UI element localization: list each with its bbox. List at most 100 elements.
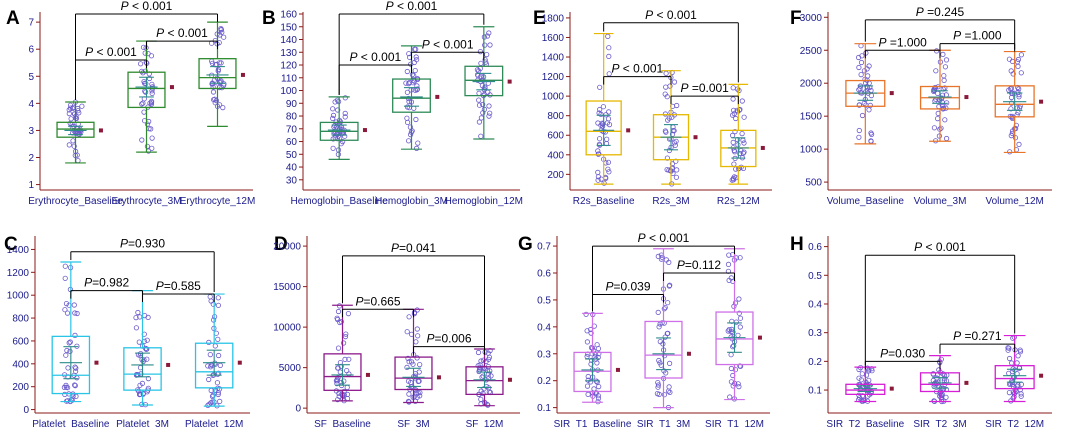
data-point <box>207 351 213 358</box>
data-point <box>214 380 220 386</box>
data-point <box>606 71 612 77</box>
data-point <box>671 140 678 146</box>
p-value-label: P=0.930 <box>120 237 165 251</box>
data-point <box>217 79 223 85</box>
data-point <box>144 337 150 343</box>
panel-D: D 0 5000 10000 15000 20000 SF_Baseline SF_3M SF_… <box>273 234 520 430</box>
data-point <box>656 357 662 364</box>
data-point <box>335 151 341 157</box>
data-point <box>595 177 601 183</box>
data-point <box>474 67 480 73</box>
data-point <box>149 135 155 141</box>
x-category-label: Erythrocyte_12M <box>180 196 256 207</box>
panel-C: C 0 200 400 600 800 1000 1200 1400 Platelet_Basel… <box>4 234 250 430</box>
data-point <box>409 72 415 78</box>
data-point <box>480 390 486 397</box>
data-point <box>858 377 864 383</box>
data-point <box>857 86 863 92</box>
mean-marker <box>964 95 969 100</box>
p-value-label: P < 0.001 <box>85 45 137 59</box>
data-point <box>1018 52 1025 58</box>
data-point <box>140 44 147 50</box>
data-point <box>405 355 411 361</box>
data-point <box>215 336 221 342</box>
data-point <box>662 91 668 97</box>
data-point <box>407 132 414 138</box>
data-point <box>656 324 662 330</box>
y-tick-label: 160 <box>280 10 297 21</box>
data-point <box>330 145 336 151</box>
p-symbol: P <box>386 0 394 13</box>
data-point <box>606 53 612 60</box>
data-point <box>672 142 678 148</box>
mean-marker <box>435 94 440 99</box>
data-point <box>487 110 493 116</box>
y-tick-label: 0.5 <box>537 295 551 306</box>
data-point <box>741 114 747 120</box>
y-tick-label: 70 <box>286 124 298 135</box>
data-point <box>736 383 742 390</box>
data-point <box>206 376 212 383</box>
box-group: Volume_3M <box>914 48 969 207</box>
mean-marker <box>362 128 367 133</box>
p-value-label: P < 0.001 <box>422 37 474 51</box>
data-point <box>605 33 611 40</box>
y-tick-label: 200 <box>547 170 564 181</box>
data-point <box>861 397 867 404</box>
y-tick-label: 1200 <box>542 72 565 83</box>
p-symbol: P <box>878 35 886 49</box>
data-point <box>666 115 672 121</box>
data-point <box>221 34 227 40</box>
data-point <box>597 106 603 113</box>
data-point <box>148 101 155 107</box>
data-point <box>941 77 947 84</box>
data-point <box>334 316 341 323</box>
p-value-label: P < 0.001 <box>349 50 401 64</box>
y-tick-label: 0 <box>295 404 301 415</box>
panel-letter: E <box>533 8 546 29</box>
data-point <box>342 333 349 340</box>
panel-letter: C <box>4 234 18 255</box>
y-tick-label: 1000 <box>800 145 823 156</box>
box-group: Hemoglobin_Baseline <box>291 95 388 207</box>
data-point <box>943 394 949 400</box>
p-symbol: P <box>349 50 357 64</box>
comparison-bracket: P < 0.001 <box>592 231 735 312</box>
p-symbol: P <box>880 346 888 360</box>
data-point <box>206 339 212 345</box>
mean-marker <box>1039 373 1044 378</box>
y-tick-label: 600 <box>12 336 29 347</box>
data-point <box>342 133 348 139</box>
data-point <box>606 45 612 51</box>
data-point <box>942 64 949 70</box>
comparison-bracket: P < 0.001 <box>603 8 739 83</box>
data-point <box>342 356 348 362</box>
comparison-bracket: P=0.039 <box>592 280 664 312</box>
comparison-bracket: P < 0.001 <box>864 240 1016 366</box>
p-value-text: =0.245 <box>924 5 965 19</box>
mean-marker <box>169 85 174 90</box>
data-point <box>599 120 605 126</box>
data-point <box>342 114 348 120</box>
data-point <box>1015 63 1021 70</box>
data-point <box>866 377 872 383</box>
data-point <box>856 64 862 71</box>
data-point <box>858 72 864 78</box>
data-point <box>65 365 71 371</box>
mean-marker <box>889 91 894 96</box>
box-iqr <box>51 335 91 395</box>
box-iqr <box>994 365 1035 390</box>
data-point <box>215 390 221 396</box>
data-point <box>407 124 413 130</box>
box-group: Platelet_Baseline <box>32 261 110 430</box>
data-point <box>584 328 590 334</box>
data-point <box>1016 94 1022 100</box>
data-point <box>406 79 413 86</box>
data-point <box>1014 360 1020 366</box>
y-tick-label: 120 <box>280 61 297 72</box>
data-point <box>477 48 483 55</box>
x-category-label: Platelet_3M <box>116 419 169 428</box>
data-point <box>66 340 72 346</box>
data-point <box>861 68 868 74</box>
data-point <box>487 368 493 374</box>
